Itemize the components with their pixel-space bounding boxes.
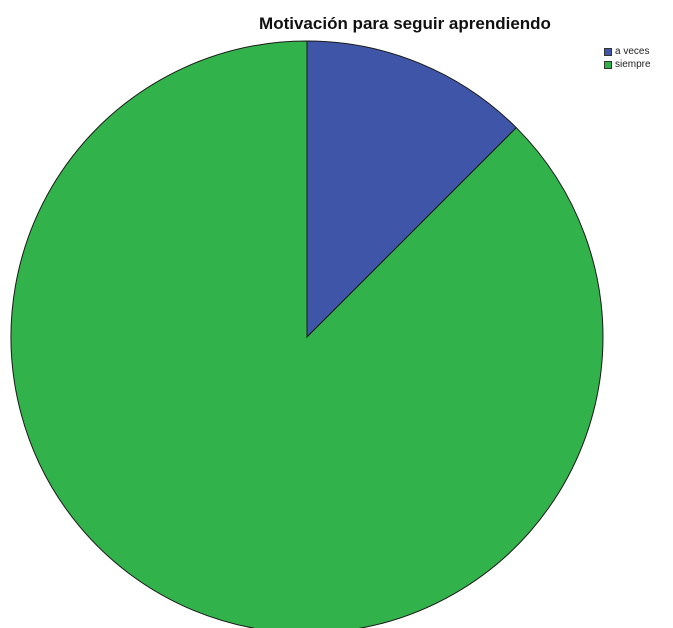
- legend-item-siempre: siempre: [604, 59, 651, 71]
- pie-slice-siempre: [10, 40, 604, 628]
- legend-label-a-veces: a veces: [615, 46, 650, 57]
- legend: a veces siempre: [604, 46, 651, 72]
- legend-label-siempre: siempre: [615, 59, 651, 70]
- pie-slices: [10, 40, 604, 628]
- legend-swatch-siempre: [604, 61, 612, 69]
- pie-slice-a-veces: [306, 40, 518, 339]
- chart-title: Motivación para seguir aprendiendo: [259, 14, 551, 33]
- legend-item-a-veces: a veces: [604, 46, 651, 58]
- legend-swatch-a-veces: [604, 48, 612, 56]
